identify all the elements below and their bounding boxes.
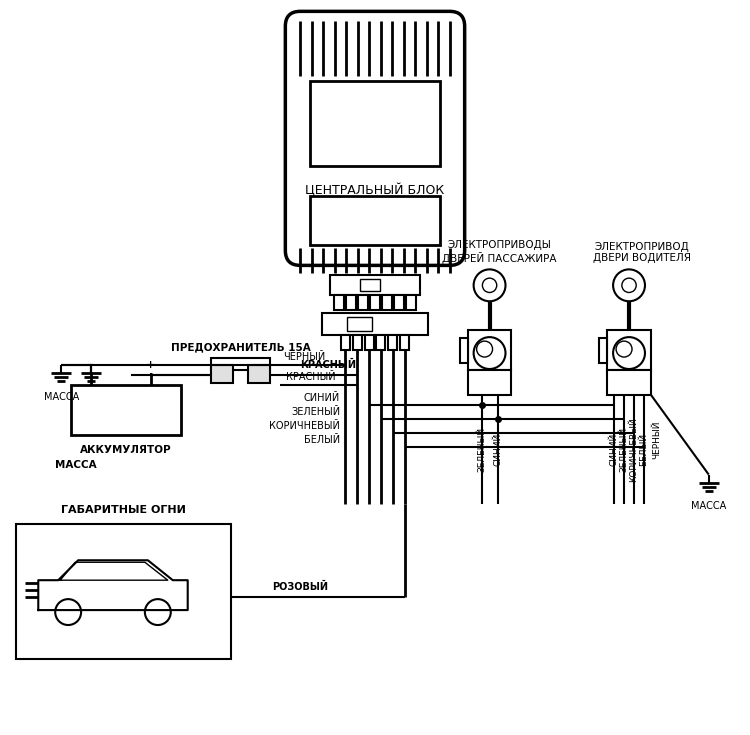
Bar [364, 335, 374, 350]
Bar [607, 370, 651, 395]
Text: КРАСНЫЙ: КРАСНЫЙ [286, 372, 335, 382]
Text: ЦЕНТРАЛЬНЫЙ БЛОК: ЦЕНТРАЛЬНЫЙ БЛОК [305, 184, 445, 198]
Text: АККУМУЛЯТОР: АККУМУЛЯТОР [80, 445, 172, 455]
Circle shape [56, 599, 81, 625]
Text: ЭЛЕКТРОПРИВОДЫ
ДВЕРЕЙ ПАССАЖИРА: ЭЛЕКТРОПРИВОДЫ ДВЕРЕЙ ПАССАЖИРА [442, 240, 556, 265]
Bar [346, 295, 356, 310]
Bar [330, 276, 420, 295]
Bar [352, 335, 362, 350]
Circle shape [145, 599, 171, 625]
FancyBboxPatch shape [285, 11, 465, 265]
Bar [376, 335, 386, 350]
Text: СИНИЙ: СИНИЙ [493, 433, 502, 466]
Bar [607, 330, 651, 370]
Text: -: - [88, 360, 94, 370]
Text: МАССА: МАССА [691, 501, 726, 512]
Text: КОРИЧНЕВЫЙ: КОРИЧНЕВЫЙ [629, 417, 638, 482]
Circle shape [482, 278, 496, 293]
Text: ЧЕРНЫЙ: ЧЕРНЫЙ [652, 420, 662, 459]
Bar [468, 370, 512, 395]
Text: РОЗОВЫЙ: РОЗОВЫЙ [272, 582, 328, 592]
Text: +: + [146, 360, 155, 370]
Bar [322, 313, 428, 335]
Text: ЧЕРНЫЙ: ЧЕРНЫЙ [283, 352, 326, 362]
Text: БЕЛЫЙ: БЕЛЫЙ [304, 434, 340, 445]
Text: ЗЕЛЕНЫЙ: ЗЕЛЕНЫЙ [477, 427, 486, 473]
Bar [468, 330, 512, 370]
Circle shape [476, 341, 493, 357]
Bar [71, 385, 181, 434]
Bar [310, 81, 440, 166]
Bar [211, 358, 271, 370]
Bar [310, 196, 440, 245]
Bar [400, 335, 410, 350]
Bar [248, 365, 271, 383]
Bar [388, 335, 398, 350]
Circle shape [613, 337, 645, 369]
Bar [340, 335, 350, 350]
Bar [406, 295, 416, 310]
Bar [460, 338, 468, 363]
Bar [16, 524, 230, 659]
Bar [394, 295, 404, 310]
Text: БЕЛЫЙ: БЕЛЫЙ [640, 433, 649, 466]
Text: КРАСНЫЙ: КРАСНЫЙ [300, 360, 356, 370]
Bar [370, 295, 380, 310]
Circle shape [474, 269, 506, 301]
Text: МАССА: МАССА [44, 392, 79, 402]
Circle shape [474, 337, 506, 369]
Circle shape [613, 269, 645, 301]
Bar [334, 295, 344, 310]
Circle shape [622, 278, 636, 293]
Text: КОРИЧНЕВЫЙ: КОРИЧНЕВЫЙ [269, 420, 340, 431]
Bar [360, 279, 380, 291]
Text: МАССА: МАССА [56, 459, 97, 470]
Text: ПРЕДОХРАНИТЕЛЬ 15А: ПРЕДОХРАНИТЕЛЬ 15А [171, 342, 310, 352]
Bar [599, 338, 607, 363]
Text: ЗЕЛЕНЫЙ: ЗЕЛЕНЫЙ [620, 427, 628, 473]
Text: СИНИЙ: СИНИЙ [610, 433, 619, 466]
Bar [347, 318, 372, 331]
Text: СИНИЙ: СИНИЙ [304, 393, 340, 403]
Bar [358, 295, 368, 310]
Text: ГАБАРИТНЫЕ ОГНИ: ГАБАРИТНЫЕ ОГНИ [61, 506, 185, 515]
Circle shape [616, 341, 632, 357]
Text: ЭЛЕКТРОПРИВОД
ДВЕРИ ВОДИТЕЛЯ: ЭЛЕКТРОПРИВОД ДВЕРИ ВОДИТЕЛЯ [593, 242, 691, 263]
Bar [211, 365, 232, 383]
Text: ЗЕЛЕНЫЙ: ЗЕЛЕНЫЙ [291, 407, 340, 417]
Bar [382, 295, 392, 310]
